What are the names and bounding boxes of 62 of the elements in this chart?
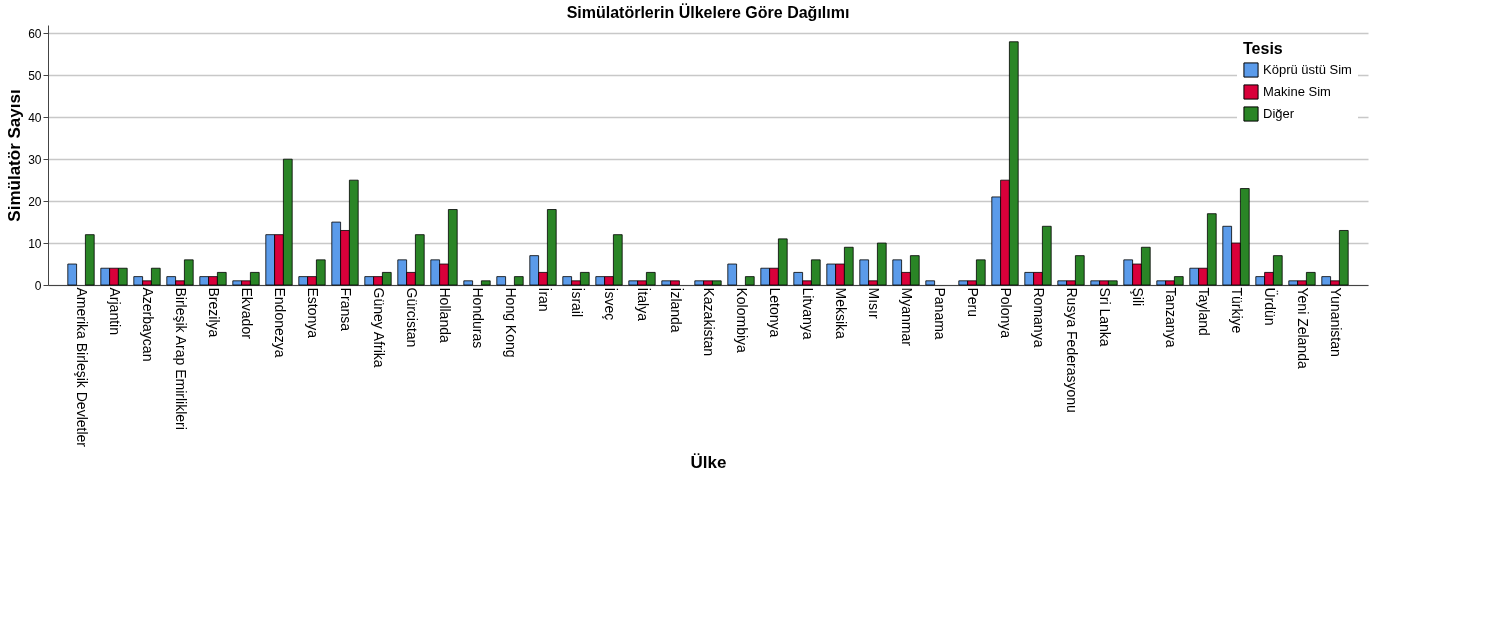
x-tick-label: İsrail bbox=[569, 287, 586, 318]
bar bbox=[727, 263, 737, 286]
x-tick-label: Kolombiya bbox=[734, 287, 750, 354]
x-tick-label: İtalya bbox=[635, 287, 652, 322]
x-tick-label: Mısır bbox=[866, 287, 882, 319]
x-tick-label: Polonya bbox=[998, 287, 1014, 339]
x-tick-label: Meksika bbox=[833, 287, 849, 340]
legend-label: Makine Sim bbox=[1263, 84, 1331, 99]
y-tick-label: 20 bbox=[28, 194, 42, 209]
x-tick-label: Amerika Birleşik Devletler bbox=[74, 287, 90, 448]
x-tick-label: Yeni Zelanda bbox=[1295, 287, 1311, 369]
legend-label: Diğer bbox=[1263, 106, 1295, 121]
x-tick-label: Tanzanya bbox=[1163, 287, 1179, 348]
bar bbox=[514, 276, 524, 286]
x-tick-label: Brezilya bbox=[206, 287, 222, 338]
x-tick-label: Tayland bbox=[1196, 287, 1212, 336]
y-tick-label: 0 bbox=[34, 278, 42, 293]
bar bbox=[67, 263, 77, 286]
x-tick-label: Estonya bbox=[305, 287, 321, 339]
y-tick-label: 50 bbox=[28, 68, 42, 83]
x-tick-label: Litvanya bbox=[800, 287, 816, 340]
x-tick-label: Ürdün bbox=[1262, 287, 1279, 326]
x-tick-label: Sri Lanka bbox=[1097, 287, 1113, 347]
y-tick-label: 30 bbox=[28, 152, 42, 167]
bar bbox=[481, 280, 491, 286]
x-tick-label: Azerbaycan bbox=[140, 287, 156, 362]
x-tick-label: İran bbox=[536, 287, 553, 312]
x-axis-title: Ülke bbox=[690, 452, 727, 472]
y-tick-label: 40 bbox=[28, 110, 42, 125]
x-tick-label: İsveç bbox=[602, 287, 619, 321]
chart-title: Simülatörlerin Ülkelere Göre Dağılımı bbox=[566, 3, 850, 21]
x-tick-label: Birleşik Arap Emirlikleri bbox=[173, 287, 189, 430]
x-tick-label: Romanya bbox=[1031, 287, 1047, 348]
bar bbox=[496, 276, 506, 286]
x-tick-label: Yunanistan bbox=[1328, 287, 1344, 357]
bar bbox=[925, 280, 935, 286]
x-tick-label: Gürcistan bbox=[404, 287, 420, 348]
x-tick-label: Hong Kong bbox=[503, 287, 519, 358]
x-tick-label: Güney Afrika bbox=[371, 287, 387, 368]
x-tick-label: Arjantin bbox=[107, 287, 123, 335]
x-tick-label: Rusya Federasyonu bbox=[1064, 287, 1080, 413]
x-tick-label: Endonezya bbox=[272, 287, 288, 358]
y-tick-label: 10 bbox=[28, 236, 42, 251]
x-tick-label: Honduras bbox=[470, 287, 486, 349]
bar bbox=[463, 280, 473, 286]
legend-label: Köprü üstü Sim bbox=[1263, 62, 1352, 77]
y-axis-title: Simülatör Sayısı bbox=[5, 89, 25, 222]
bar bbox=[745, 276, 755, 286]
x-tick-label: Hollanda bbox=[437, 287, 453, 343]
x-tick-label: Panama bbox=[932, 287, 948, 340]
x-tick-label: Myanmar bbox=[899, 287, 915, 347]
bar bbox=[85, 234, 95, 286]
x-tick-label: Letonya bbox=[767, 287, 783, 338]
x-tick-label: Fransa bbox=[338, 287, 354, 332]
x-tick-label: Kazakistan bbox=[701, 287, 717, 356]
x-tick-label: Peru bbox=[965, 287, 981, 318]
y-tick-label: 60 bbox=[28, 26, 42, 41]
x-tick-label: Türkiye bbox=[1229, 287, 1245, 334]
x-tick-label: Şili bbox=[1130, 287, 1146, 307]
legend-title: Tesis bbox=[1243, 40, 1283, 57]
x-tick-label: Ekvador bbox=[239, 287, 255, 340]
x-tick-label: İzlanda bbox=[668, 287, 685, 333]
